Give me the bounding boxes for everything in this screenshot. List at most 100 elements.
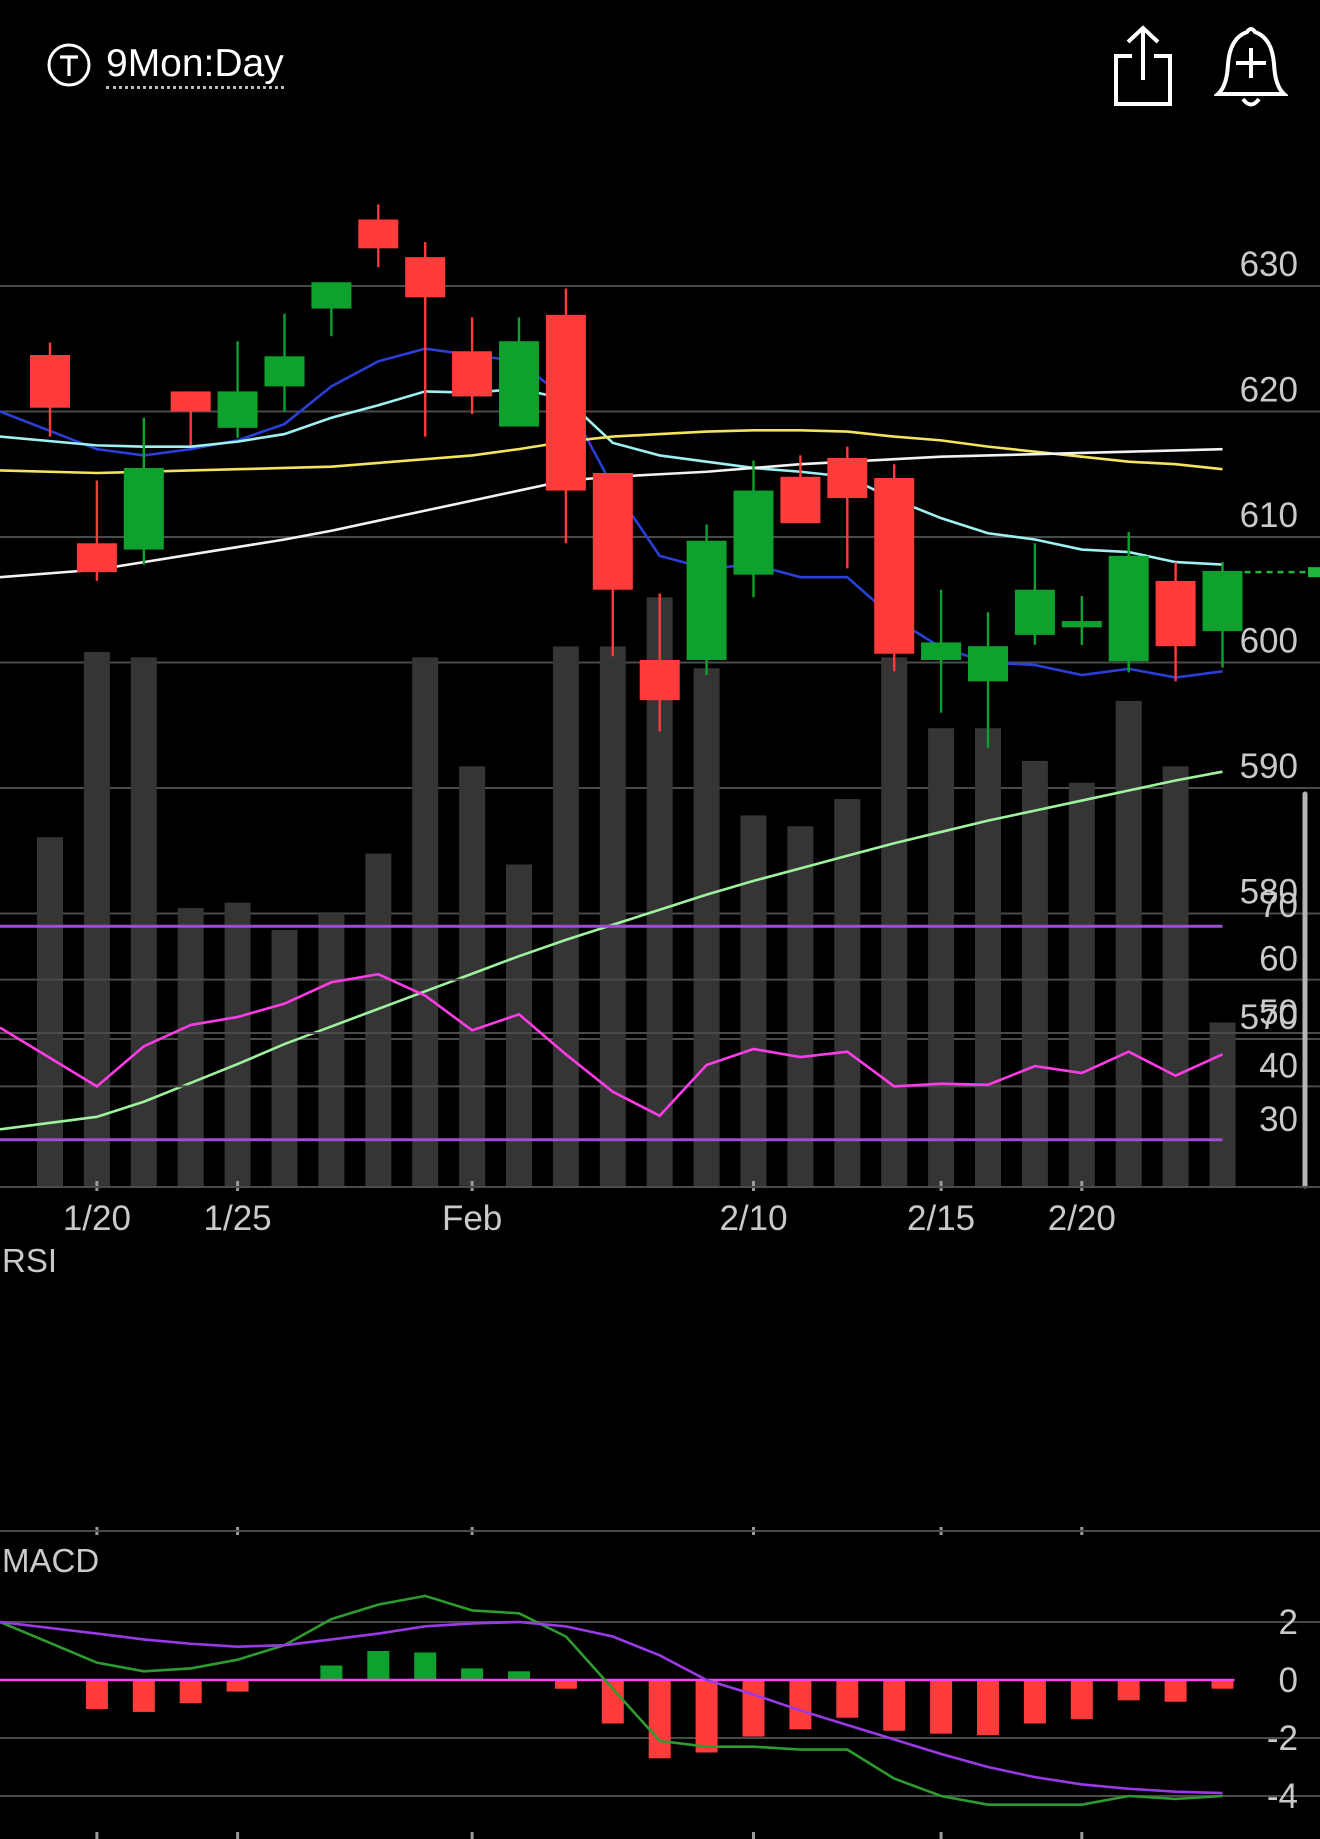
- candle-body: [874, 478, 915, 654]
- macd-histogram-bar: [554, 1680, 577, 1689]
- date-tick-label: 2/10: [719, 1199, 787, 1238]
- price-axis: 630 620 610 600 590 580 570: [1240, 245, 1298, 1037]
- candle-body: [686, 540, 727, 660]
- candle-body: [452, 351, 493, 397]
- candlesticks[interactable]: [30, 204, 1243, 748]
- candle: [1108, 531, 1149, 673]
- moving-average-line: [0, 429, 1223, 475]
- candle-body: [30, 355, 70, 408]
- symbol-title: 9Mon:Day: [106, 42, 284, 89]
- rsi-tick-label: 70: [1259, 886, 1298, 925]
- rsi-tick-label: 30: [1259, 1100, 1298, 1139]
- macd-histogram-bar: [414, 1652, 437, 1680]
- rsi-line: [0, 972, 1224, 1118]
- volume-bar: [1021, 760, 1048, 1186]
- candle-body: [1014, 589, 1055, 635]
- macd-histogram-bar: [132, 1680, 155, 1712]
- volume-bar: [177, 908, 204, 1186]
- volume-bar: [318, 913, 345, 1186]
- t-circle-icon: [47, 43, 91, 87]
- candle: [1014, 543, 1055, 645]
- candle: [311, 282, 352, 337]
- date-tick-label: 2/15: [907, 1199, 975, 1238]
- rsi-tick-label: 40: [1259, 1046, 1298, 1085]
- volume-bar: [599, 646, 626, 1186]
- rsi-tick-label: 60: [1259, 940, 1298, 979]
- candle-body: [217, 391, 258, 428]
- candle: [874, 464, 915, 672]
- volume-bar: [1115, 700, 1142, 1186]
- volume-bar: [412, 657, 439, 1186]
- rsi-label: RSI: [2, 1242, 57, 1279]
- candle: [217, 341, 258, 438]
- volume-bar: [1162, 766, 1189, 1186]
- moving-average-line: [0, 447, 1223, 579]
- candle-body: [545, 314, 586, 491]
- candle-body: [921, 642, 962, 660]
- date-tick-label: Feb: [442, 1199, 502, 1238]
- moving-average-line: [0, 387, 1223, 566]
- rsi-tick-label: 50: [1259, 993, 1298, 1032]
- macd-tick-label: 2: [1279, 1603, 1298, 1642]
- candle-body: [733, 490, 774, 575]
- macd-histogram-bar: [85, 1680, 108, 1709]
- macd-histogram-bar: [883, 1680, 906, 1731]
- candle-body: [311, 282, 352, 309]
- candle: [170, 391, 211, 446]
- macd-histogram-bar: [789, 1680, 812, 1730]
- macd-tick-label: -2: [1267, 1719, 1298, 1758]
- price-tick-label: 580: [1240, 873, 1298, 912]
- macd-tick-label: 0: [1279, 1661, 1298, 1700]
- candle: [30, 342, 70, 437]
- candle: [733, 460, 774, 598]
- macd-histogram-bar: [977, 1680, 999, 1736]
- share-button[interactable]: [1108, 24, 1178, 110]
- macd-histogram-bar: [508, 1671, 530, 1680]
- volume-bar: [1068, 782, 1095, 1186]
- date-tick-label: 1/25: [204, 1199, 272, 1238]
- candle-body: [1155, 580, 1196, 647]
- volume-bar: [881, 657, 908, 1186]
- volume-bar: [1209, 1022, 1236, 1186]
- candle-body: [1108, 555, 1149, 662]
- candle-body: [405, 257, 446, 298]
- candle: [264, 313, 305, 412]
- chart-decorations: [0, 567, 1320, 1532]
- macd-histogram-bar: [648, 1680, 671, 1759]
- candle: [499, 317, 539, 427]
- volume-bars: [37, 597, 1236, 1186]
- volume-bar: [787, 826, 814, 1186]
- volume-bar: [552, 646, 579, 1186]
- volume-bar: [37, 837, 63, 1186]
- candle: [1061, 595, 1102, 645]
- candle-body: [1061, 621, 1102, 628]
- candle: [545, 288, 586, 544]
- macd-histogram-bar: [930, 1680, 953, 1734]
- volume-bar: [506, 864, 532, 1186]
- candle-body: [170, 391, 211, 412]
- candle: [827, 446, 868, 569]
- candle: [1155, 562, 1196, 682]
- macd-line: [0, 1594, 1223, 1806]
- candle-body: [592, 472, 633, 590]
- macd-histogram-bar: [695, 1680, 718, 1753]
- date-tick-label: 1/20: [63, 1199, 131, 1238]
- rsi-panel: RSI 70 60 50 40 30: [0, 886, 1320, 1279]
- volume-bar: [834, 799, 861, 1186]
- macd-label: MACD: [2, 1542, 99, 1579]
- macd-histogram-bar: [367, 1651, 390, 1680]
- moving-average-line: [0, 770, 1223, 1131]
- candle-body: [358, 219, 399, 249]
- volume-bar: [224, 902, 251, 1186]
- candle-body: [827, 457, 868, 499]
- add-alert-button[interactable]: [1212, 24, 1290, 110]
- candle-body: [639, 659, 680, 701]
- macd-histogram-bar: [1164, 1680, 1187, 1702]
- symbol-selector[interactable]: 9Mon:Day: [46, 40, 284, 90]
- macd-histogram-bar: [1023, 1680, 1046, 1724]
- candle-body: [499, 341, 539, 427]
- moving-average-lines: [0, 347, 1223, 1131]
- candle: [452, 317, 493, 415]
- signal-line: [0, 1620, 1223, 1795]
